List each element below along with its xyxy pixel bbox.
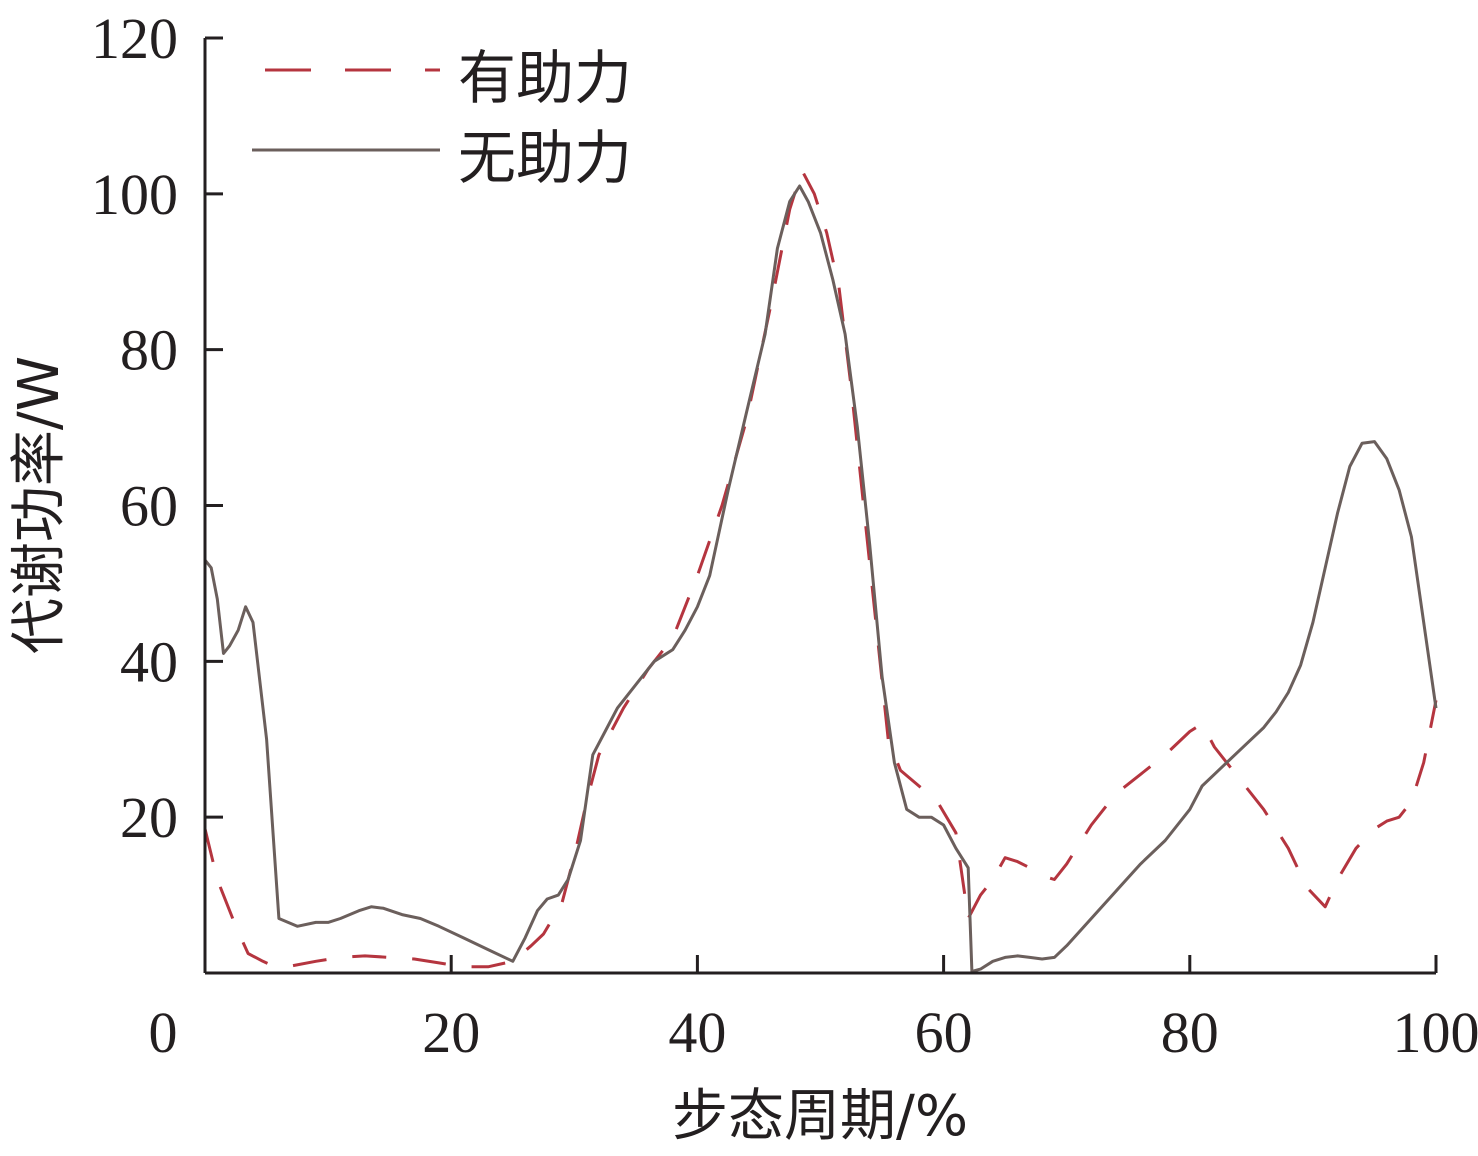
- series-line-1: [203, 184, 1438, 973]
- x-tick-label: 0: [149, 1000, 178, 1065]
- legend: 有助力 无助力: [252, 44, 632, 192]
- y-tick-label: 20: [120, 785, 178, 850]
- y-tick-label: 40: [120, 629, 178, 694]
- x-tick-label: 100: [1393, 1000, 1478, 1065]
- x-tick-label: 60: [915, 1000, 973, 1065]
- y-tick-label: 80: [120, 318, 178, 383]
- x-tick-label: 20: [422, 1000, 480, 1065]
- legend-label-assisted: 有助力: [458, 44, 632, 112]
- axes: [203, 38, 1436, 975]
- y-tick-label: 60: [120, 474, 178, 539]
- y-tick-label: 120: [91, 6, 178, 71]
- x-axis-title: 步态周期/%: [672, 1084, 968, 1149]
- x-tick-label: 40: [668, 1000, 726, 1065]
- y-axis-title: 代谢功率/W: [7, 356, 72, 654]
- y-tick-label: 100: [91, 162, 178, 227]
- x-tick-label: 80: [1161, 1000, 1219, 1065]
- series-line-0: [203, 169, 1438, 969]
- plot-area: [203, 169, 1438, 973]
- ticks: 20 40 60 80 100 120 0 20 40 60 80 100: [91, 6, 1478, 1065]
- legend-label-unassisted: 无助力: [458, 124, 632, 192]
